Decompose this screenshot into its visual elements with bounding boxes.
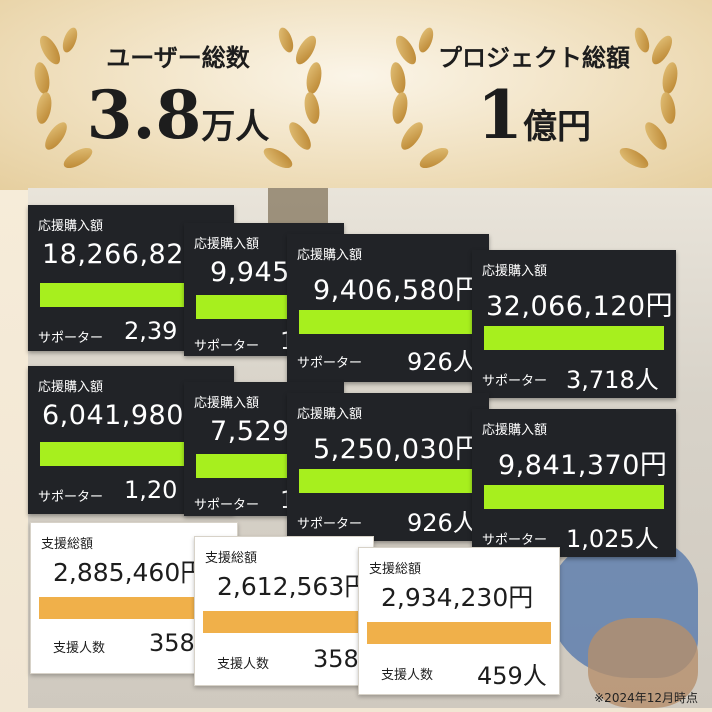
- supporter-label: サポーター: [38, 490, 104, 505]
- stat-users-number: 3.8: [86, 76, 202, 154]
- support-label: 支援総額: [369, 562, 422, 577]
- progress-bar: [299, 469, 477, 493]
- funding-label: 応援購入額: [297, 248, 363, 263]
- funding-label: 応援購入額: [38, 380, 104, 395]
- supporter-label: 支援人数: [53, 641, 106, 656]
- progress-bar: [367, 622, 551, 644]
- supporter-label: サポーター: [194, 498, 260, 513]
- supporter-label: サポーター: [194, 339, 260, 354]
- stat-projects-label: プロジェクト総額: [438, 43, 630, 72]
- support-amount: 2,934,230円: [381, 583, 534, 612]
- progress-bar: [299, 310, 477, 334]
- supporter-count: 3,718人: [566, 366, 659, 394]
- supporter-count: 358: [149, 629, 195, 657]
- supporter-label: 支援人数: [217, 657, 270, 672]
- support-label: 支援総額: [41, 537, 94, 552]
- stat-users: ユーザー総数 3.8万人: [0, 0, 356, 190]
- support-card: 支援総額 2,934,230円 支援人数 459人: [358, 547, 560, 695]
- funding-label: 応援購入額: [482, 264, 548, 279]
- stat-projects-number: 1: [477, 76, 523, 154]
- support-amount: 2,612,563円: [217, 572, 370, 601]
- funding-card: 応援購入額 5,250,030円 サポーター 926人: [287, 393, 489, 541]
- funding-amount: 5,250,030円: [313, 434, 483, 465]
- progress-bar: [39, 597, 229, 619]
- supporter-count: 1,20: [124, 476, 178, 504]
- person-shape: [588, 618, 698, 708]
- funding-amount: 6,041,980: [42, 400, 184, 431]
- supporter-label: サポーター: [482, 533, 548, 548]
- photo-detail: [268, 188, 328, 228]
- stat-projects: プロジェクト総額 1億円: [356, 0, 712, 190]
- laurel-wreath-icon: [34, 27, 322, 169]
- funding-amount: 9,945,: [210, 257, 299, 288]
- supporter-count: 1,025人: [566, 525, 659, 553]
- funding-label: 応援購入額: [194, 237, 260, 252]
- stat-users-value: 3.8万人: [0, 76, 356, 154]
- laurel-wreath-icon: [390, 27, 678, 169]
- funding-amount: 9,406,580円: [313, 275, 483, 306]
- support-label: 支援総額: [205, 551, 258, 566]
- stat-projects-value: 1億円: [356, 76, 712, 154]
- funding-amount: 7,529,: [210, 416, 299, 447]
- supporter-label: サポーター: [38, 331, 104, 346]
- supporter-label: 支援人数: [381, 668, 434, 683]
- stat-users-label: ユーザー総数: [106, 43, 250, 72]
- funding-amount: 32,066,120円: [486, 291, 674, 322]
- supporter-count: 459人: [477, 662, 547, 690]
- funding-label: 応援購入額: [297, 407, 363, 422]
- supporter-count: 358: [313, 645, 359, 673]
- header-banner: [0, 0, 712, 190]
- funding-label: 応援購入額: [38, 219, 104, 234]
- supporter-count: 2,39: [124, 317, 178, 345]
- funding-card: 応援購入額 9,406,580円 サポーター 926人: [287, 234, 489, 382]
- supporter-label: サポーター: [297, 517, 363, 532]
- progress-bar: [484, 326, 664, 350]
- funding-label: 応援購入額: [194, 396, 260, 411]
- footnote: ※2024年12月時点: [594, 691, 698, 705]
- support-amount: 2,885,460円: [53, 558, 206, 587]
- funding-card: 応援購入額 9,841,370円 サポーター 1,025人: [472, 409, 676, 557]
- progress-bar: [203, 611, 368, 633]
- supporter-label: サポーター: [482, 374, 548, 389]
- supporter-label: サポーター: [297, 356, 363, 371]
- support-card: 支援総額 2,612,563円 支援人数 358: [194, 536, 374, 686]
- funding-amount: 9,841,370円: [498, 450, 668, 481]
- progress-bar: [484, 485, 664, 509]
- funding-amount: 18,266,820: [42, 239, 202, 270]
- funding-label: 応援購入額: [482, 423, 548, 438]
- stat-users-unit: 万人: [201, 107, 270, 147]
- funding-card: 応援購入額 32,066,120円 サポーター 3,718人: [472, 250, 676, 398]
- supporter-count: 926人: [407, 348, 477, 376]
- supporter-count: 926人: [407, 509, 477, 537]
- stat-projects-unit: 億円: [522, 107, 591, 147]
